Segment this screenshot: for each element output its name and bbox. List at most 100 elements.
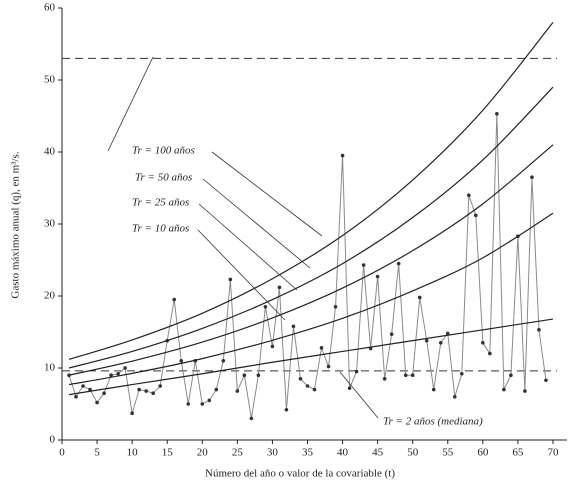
y-tick-label: 10	[44, 362, 56, 374]
data-point	[445, 331, 450, 336]
x-tick-label: 60	[477, 447, 489, 459]
data-point	[263, 305, 268, 309]
data-point	[403, 373, 408, 378]
data-point	[452, 395, 457, 399]
leader-line	[197, 229, 286, 321]
x-tick-label: 65	[512, 447, 524, 459]
data-point	[319, 346, 324, 350]
leader-line	[211, 151, 323, 237]
data-point	[530, 175, 534, 179]
data-point	[95, 400, 99, 405]
data-point	[459, 371, 464, 376]
curve-label: Tr = 25 años	[132, 197, 189, 209]
data-point	[116, 371, 120, 376]
curve-label: Tr = 10 años	[132, 223, 189, 235]
x-tick-label: 10	[127, 447, 139, 459]
data-point	[305, 384, 310, 388]
data-point	[221, 359, 226, 363]
y-axis-label: Gasto máximo anual (q), en m³/s.	[10, 151, 22, 298]
frequency-curve	[68, 22, 554, 360]
data-point	[495, 112, 499, 116]
data-point	[502, 387, 506, 392]
label-bg	[130, 222, 192, 235]
data-point	[537, 328, 541, 332]
data-point	[88, 387, 92, 392]
data-point	[81, 384, 85, 388]
data-point	[467, 193, 471, 197]
x-tick-label: 55	[442, 447, 454, 459]
data-point	[333, 305, 338, 309]
label-bg	[133, 171, 195, 184]
x-tick-label: 25	[232, 447, 244, 459]
data-point	[438, 341, 443, 345]
x-axis-label: Número del año o valor de la covariable …	[205, 468, 395, 480]
data-point	[249, 416, 254, 421]
data-point	[123, 366, 127, 370]
leader-line	[339, 371, 379, 419]
data-point	[207, 398, 212, 403]
data-point	[137, 387, 141, 392]
data-point	[291, 324, 296, 329]
data-point	[102, 391, 106, 396]
data-point	[396, 261, 401, 266]
frequency-curve	[68, 212, 554, 386]
data-point	[256, 373, 261, 378]
curve-label: Tr = 50 años	[135, 172, 192, 184]
data-point	[544, 378, 548, 383]
x-tick-label: 70	[547, 447, 559, 459]
frequency-curve	[68, 86, 554, 369]
y-tick-label: 60	[44, 2, 56, 14]
data-point	[284, 407, 289, 412]
data-point	[488, 351, 492, 356]
x-tick-label: 20	[197, 447, 209, 459]
leader-line	[202, 178, 311, 269]
label-bg	[130, 196, 192, 209]
data-point	[312, 387, 317, 392]
leader-line	[198, 203, 298, 291]
data-point	[235, 389, 240, 393]
x-tick-label: 30	[267, 447, 279, 459]
curve-label: Tr = 100 años	[132, 145, 195, 157]
data-point	[228, 277, 233, 282]
data-point	[474, 213, 478, 218]
x-tick-label: 45	[372, 447, 384, 459]
label-bg	[381, 415, 486, 428]
data-point	[298, 377, 303, 381]
data-point	[242, 373, 247, 378]
y-tick-label: 40	[44, 146, 56, 158]
y-tick-label: 20	[44, 290, 56, 302]
data-point	[109, 373, 113, 378]
x-tick-label: 5	[94, 447, 100, 459]
x-tick-label: 50	[407, 447, 419, 459]
curve-label: Tr = 2 años (mediana)	[383, 416, 483, 428]
data-point	[431, 387, 436, 392]
data-point	[354, 369, 359, 374]
data-point	[424, 338, 429, 343]
data-point	[509, 373, 513, 378]
y-tick-label: 50	[44, 74, 56, 86]
data-point	[151, 391, 155, 396]
data-point	[214, 387, 219, 392]
data-point	[158, 384, 162, 388]
data-point	[179, 359, 184, 363]
data-point	[375, 274, 380, 279]
data-point	[74, 395, 78, 399]
x-tick-label: 35	[302, 447, 314, 459]
data-point	[340, 153, 345, 158]
frequency-curve	[68, 318, 554, 396]
data-point	[389, 332, 394, 336]
data-point	[347, 386, 352, 390]
data-point	[410, 373, 415, 378]
data-point	[144, 389, 148, 393]
frequency-curve	[68, 144, 554, 376]
data-point	[523, 389, 527, 393]
y-tick-label: 30	[44, 218, 56, 230]
data-point	[172, 297, 177, 302]
y-tick-label: 0	[50, 434, 56, 446]
data-point	[481, 341, 485, 345]
label-bg	[130, 144, 197, 157]
data-point	[382, 377, 387, 381]
data-point	[130, 411, 134, 416]
data-point	[200, 402, 205, 406]
